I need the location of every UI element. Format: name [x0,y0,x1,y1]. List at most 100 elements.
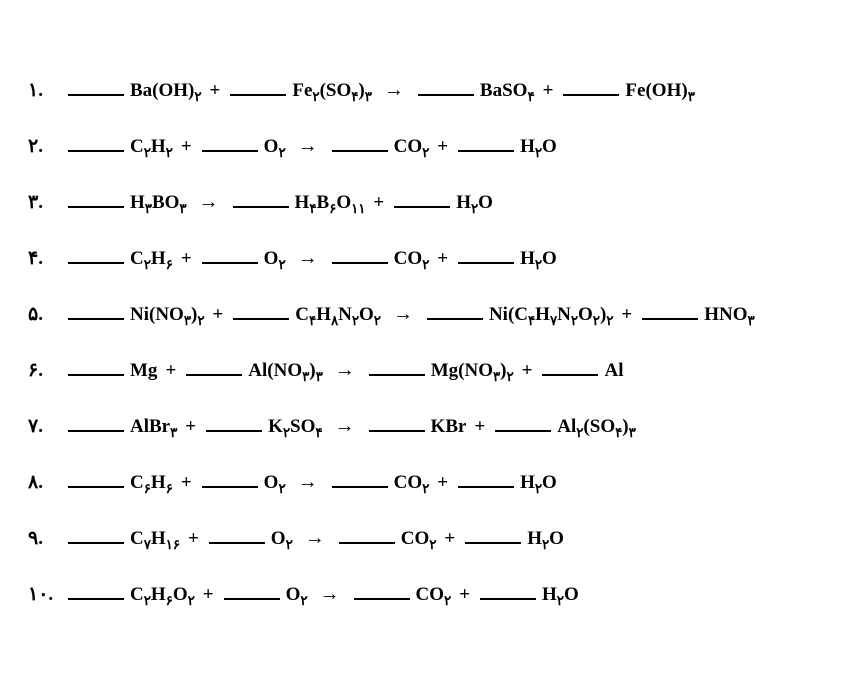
coefficient-blank[interactable] [339,529,395,544]
chem-term: C۲H۲ [130,137,173,156]
equation-number: ۷. [28,417,56,436]
chem-term: H۲O [527,529,564,548]
coefficient-blank[interactable] [202,473,258,488]
chem-term: O۲ [271,529,293,548]
equation-row: ۳. H۳BO۳→ H۴B۶O۱۱+ H۲O [28,192,844,212]
plus-sign: + [474,417,485,436]
plus-sign: + [459,585,470,604]
chem-term: H۲O [520,137,557,156]
equation-number: ۴. [28,249,56,268]
chem-term: C۶H۶ [130,473,173,492]
coefficient-blank[interactable] [354,585,410,600]
coefficient-blank[interactable] [224,585,280,600]
coefficient-blank[interactable] [68,361,124,376]
coefficient-blank[interactable] [202,249,258,264]
equation-row: ۱. Ba(OH)۲+ Fe۲(SO۴)۳→ BaSO۴+ Fe(OH)۳ [28,80,844,100]
equation-row: ۴. C۲H۶+ O۲→ CO۲+ H۲O [28,248,844,268]
coefficient-blank[interactable] [458,249,514,264]
plus-sign: + [185,417,196,436]
chem-term: BaSO۴ [480,81,535,100]
coefficient-blank[interactable] [68,81,124,96]
coefficient-blank[interactable] [542,361,598,376]
plus-sign: + [188,529,199,548]
chem-term: C۴H۸N۲O۲ [295,305,381,324]
coefficient-blank[interactable] [458,473,514,488]
chem-term: Fe۲(SO۴)۳ [292,81,372,100]
chem-term: CO۲ [416,585,452,604]
coefficient-blank[interactable] [68,137,124,152]
chem-term: O۲ [264,473,286,492]
equation-row: ۱۰. C۲H۶O۲+ O۲→ CO۲+ H۲O [28,584,844,604]
coefficient-blank[interactable] [563,81,619,96]
chem-term: O۲ [264,137,286,156]
equation-number: ۹. [28,529,56,548]
coefficient-blank[interactable] [642,305,698,320]
equation-list: ۱. Ba(OH)۲+ Fe۲(SO۴)۳→ BaSO۴+ Fe(OH)۳۲. … [28,80,844,604]
coefficient-blank[interactable] [369,361,425,376]
chem-term: C۷H۱۶ [130,529,180,548]
coefficient-blank[interactable] [186,361,242,376]
coefficient-blank[interactable] [418,81,474,96]
equation-number: ۳. [28,193,56,212]
chem-term: H۴B۶O۱۱ [295,193,366,212]
chem-term: H۲O [542,585,579,604]
chem-term: Mg [130,361,157,380]
coefficient-blank[interactable] [495,417,551,432]
chem-term: Ba(OH)۲ [130,81,202,100]
coefficient-blank[interactable] [68,305,124,320]
equation-row: ۷. AlBr۳+ K۲SO۴→ KBr+ Al۲(SO۴)۳ [28,416,844,436]
coefficient-blank[interactable] [68,417,124,432]
coefficient-blank[interactable] [233,193,289,208]
plus-sign: + [165,361,176,380]
coefficient-blank[interactable] [68,529,124,544]
chem-term: CO۲ [394,137,430,156]
chem-term: Ni(NO۳)۲ [130,305,204,324]
chem-term: K۲SO۴ [268,417,322,436]
coefficient-blank[interactable] [332,137,388,152]
reaction-arrow: → [298,472,318,492]
plus-sign: + [212,305,223,324]
coefficient-blank[interactable] [68,473,124,488]
coefficient-blank[interactable] [458,137,514,152]
coefficient-blank[interactable] [206,417,262,432]
coefficient-blank[interactable] [68,249,124,264]
equation-row: ۹. C۷H۱۶+ O۲→ CO۲+ H۲O [28,528,844,548]
chem-term: Al [604,361,623,380]
coefficient-blank[interactable] [202,137,258,152]
plus-sign: + [437,137,448,156]
plus-sign: + [543,81,554,100]
chem-term: Ni(C۴H۷N۲O۲)۲ [489,305,613,324]
equation-row: ۵. Ni(NO۳)۲+ C۴H۸N۲O۲→ Ni(C۴H۷N۲O۲)۲+ HN… [28,304,844,324]
chem-term: Al(NO۳)۳ [248,361,322,380]
plus-sign: + [522,361,533,380]
coefficient-blank[interactable] [480,585,536,600]
reaction-arrow: → [320,584,340,604]
equation-number: ۲. [28,137,56,156]
plus-sign: + [203,585,214,604]
coefficient-blank[interactable] [369,417,425,432]
plus-sign: + [373,193,384,212]
coefficient-blank[interactable] [394,193,450,208]
reaction-arrow: → [199,192,219,212]
chem-term: Fe(OH)۳ [625,81,694,100]
chem-term: C۲H۶ [130,249,173,268]
coefficient-blank[interactable] [332,473,388,488]
coefficient-blank[interactable] [68,193,124,208]
equation-number: ۸. [28,473,56,492]
chem-term: H۲O [456,193,493,212]
coefficient-blank[interactable] [230,81,286,96]
coefficient-blank[interactable] [68,585,124,600]
reaction-arrow: → [393,304,413,324]
coefficient-blank[interactable] [465,529,521,544]
coefficient-blank[interactable] [209,529,265,544]
plus-sign: + [437,473,448,492]
coefficient-blank[interactable] [233,305,289,320]
equation-row: ۸. C۶H۶+ O۲→ CO۲+ H۲O [28,472,844,492]
coefficient-blank[interactable] [427,305,483,320]
equation-row: ۶. Mg+ Al(NO۳)۳→ Mg(NO۳)۲+ Al [28,360,844,380]
chem-term: O۲ [286,585,308,604]
chem-term: H۲O [520,249,557,268]
reaction-arrow: → [384,80,404,100]
chem-term: C۲H۶O۲ [130,585,195,604]
coefficient-blank[interactable] [332,249,388,264]
